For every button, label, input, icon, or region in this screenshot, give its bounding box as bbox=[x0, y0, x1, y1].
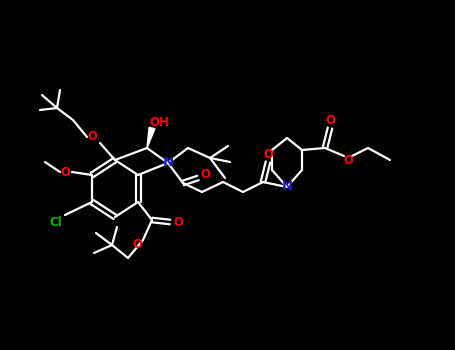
Text: O: O bbox=[325, 113, 335, 126]
Polygon shape bbox=[147, 127, 155, 148]
Text: OH: OH bbox=[149, 116, 169, 128]
Text: O: O bbox=[60, 166, 70, 178]
Text: O: O bbox=[87, 131, 97, 144]
Text: N: N bbox=[282, 181, 293, 194]
Text: O: O bbox=[200, 168, 210, 182]
Text: O: O bbox=[132, 238, 142, 251]
Text: N: N bbox=[162, 156, 173, 169]
Text: O: O bbox=[263, 147, 273, 161]
Text: O: O bbox=[343, 154, 353, 167]
Text: Cl: Cl bbox=[50, 216, 62, 229]
Text: O: O bbox=[173, 216, 183, 229]
